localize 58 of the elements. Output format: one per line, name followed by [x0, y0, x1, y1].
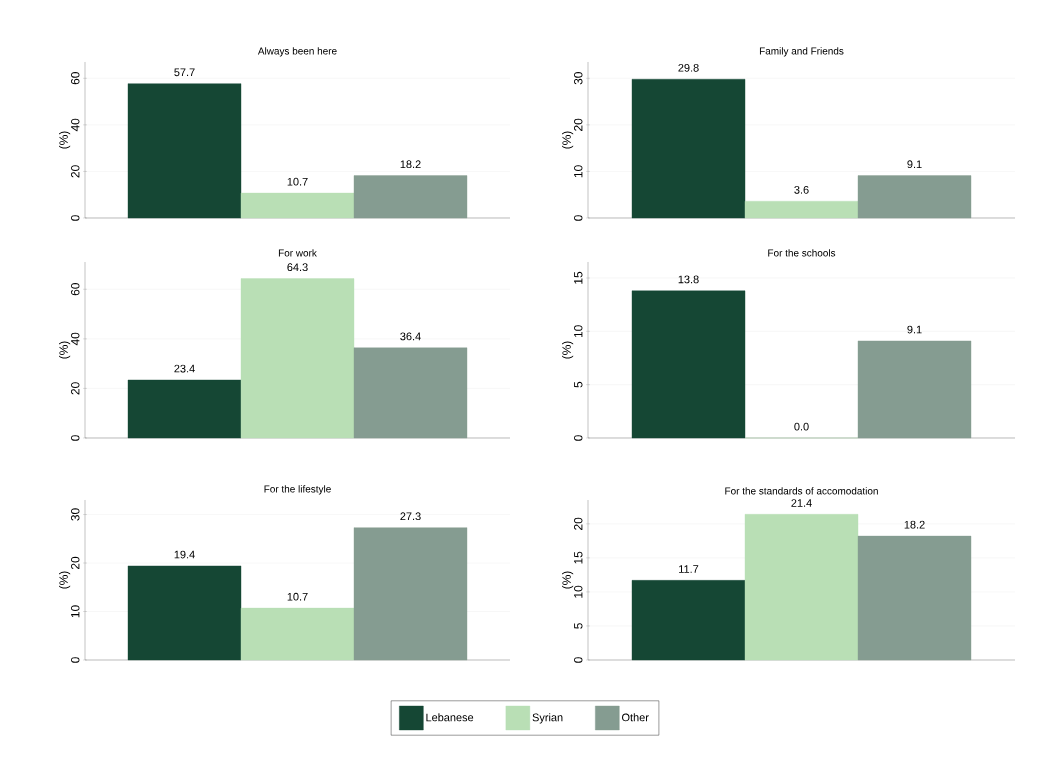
- y-tick-label: 60: [71, 72, 80, 85]
- data-label: 9.1: [907, 325, 922, 334]
- y-tick-label: 15: [574, 551, 583, 564]
- y-axis-title: (%): [562, 131, 574, 149]
- y-axis-title: (%): [562, 571, 574, 589]
- y-tick-label: 20: [574, 517, 583, 530]
- data-label: 13.8: [678, 275, 699, 284]
- data-label: 36.4: [400, 332, 421, 341]
- chart-title: Always been here: [257, 47, 337, 57]
- chart-title: Family and Friends: [759, 47, 844, 57]
- data-label: 9.1: [907, 160, 922, 169]
- data-label: 11.7: [679, 565, 699, 573]
- y-tick-label: 15: [574, 271, 583, 284]
- y-tick-label: 20: [71, 382, 80, 395]
- y-tick-label: 10: [574, 325, 583, 338]
- y-tick-label: 40: [71, 118, 80, 132]
- y-tick-label: 20: [71, 556, 80, 570]
- y-tick-label: 30: [574, 72, 583, 85]
- y-tick-label: 5: [574, 623, 583, 629]
- y-tick-label: 5: [574, 381, 583, 388]
- data-label: 64.3: [287, 263, 308, 272]
- legend-label: Other: [622, 713, 649, 722]
- y-tick-label: 0: [71, 215, 80, 221]
- y-tick-label: 10: [71, 605, 80, 618]
- y-tick-label: 0: [574, 435, 583, 441]
- chart-title: For the schools: [768, 249, 836, 257]
- y-axis-title: (%): [59, 131, 71, 149]
- legend-label: Lebanese: [426, 713, 474, 722]
- y-tick-label: 20: [574, 118, 583, 131]
- y-tick-label: 30: [71, 508, 80, 521]
- y-axis-title: (%): [562, 341, 574, 359]
- y-axis-title: (%): [59, 341, 71, 359]
- data-label: 21.4: [791, 499, 812, 507]
- y-tick-label: 0: [574, 657, 583, 663]
- data-label: 10.7: [287, 592, 308, 601]
- y-tick-label: 20: [71, 165, 80, 178]
- chart-title: For work: [278, 249, 317, 257]
- y-tick-label: 40: [71, 332, 80, 346]
- y-tick-label: 0: [574, 215, 583, 221]
- data-label: 29.8: [678, 63, 699, 72]
- y-tick-label: 10: [574, 165, 583, 178]
- data-label: 23.4: [174, 364, 195, 373]
- y-tick-label: 10: [574, 585, 583, 598]
- data-label: 3.6: [794, 185, 809, 194]
- data-label: 57.7: [174, 68, 195, 77]
- data-label: 18.2: [904, 520, 925, 529]
- y-axis-title: (%): [59, 571, 71, 589]
- data-label: 27.3: [400, 512, 421, 521]
- y-tick-label: 0: [71, 435, 80, 441]
- y-tick-label: 0: [71, 657, 80, 663]
- data-label: 18.2: [400, 160, 421, 169]
- chart-title: For the lifestyle: [264, 485, 331, 495]
- y-tick-label: 60: [71, 283, 80, 296]
- data-label: 19.4: [174, 550, 195, 559]
- data-label: 10.7: [287, 177, 308, 186]
- chart-title: For the standards of accomodation: [725, 487, 878, 495]
- data-label: 0.0: [794, 422, 809, 431]
- legend-label: Syrian: [532, 713, 563, 724]
